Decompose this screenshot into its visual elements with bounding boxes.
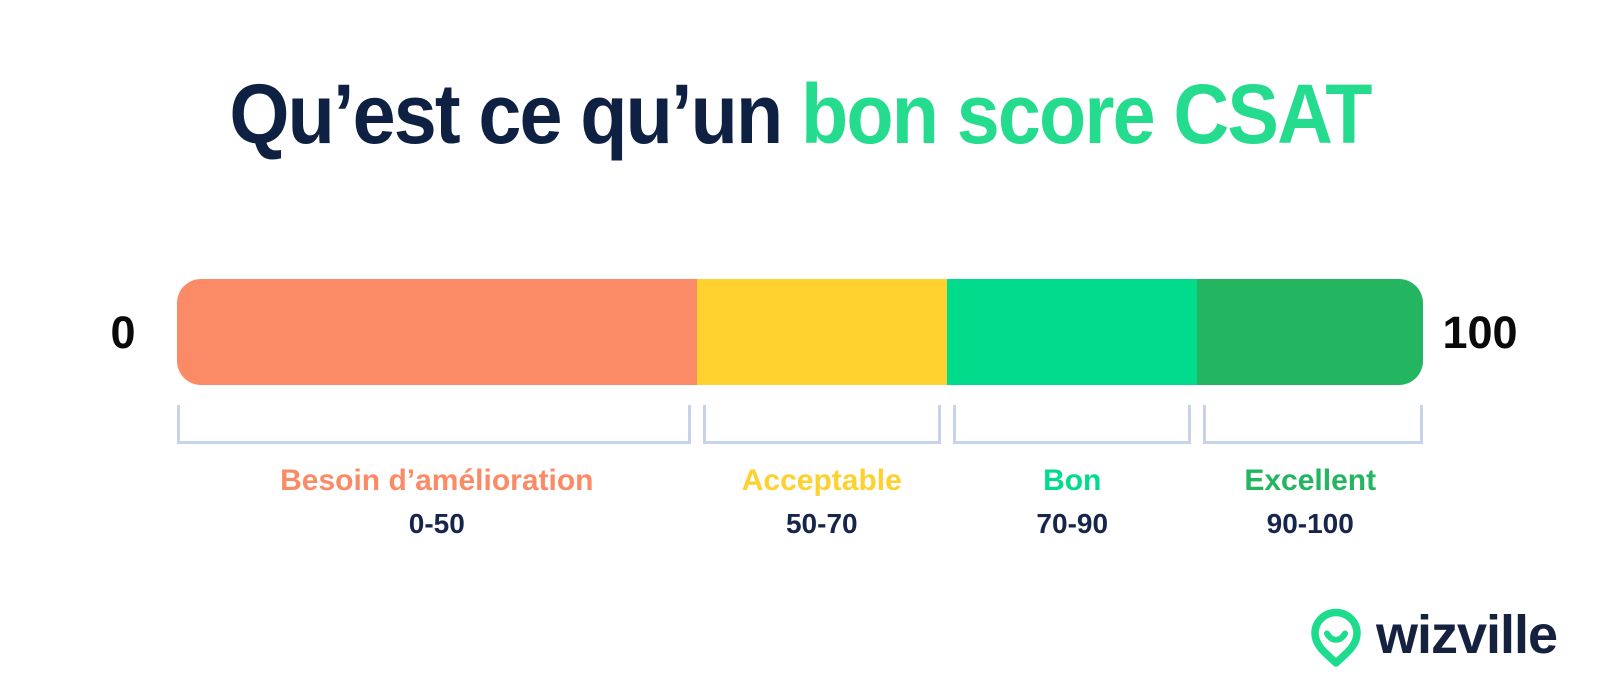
bar-segment-50-70	[696, 279, 948, 385]
range-segment-90-100: 90-100	[1266, 508, 1354, 539]
wizville-logo-text: wizville	[1376, 605, 1558, 665]
bracket-segment-0-50	[177, 405, 691, 444]
bar-segment-90-100	[1197, 279, 1423, 385]
scale-annotations: Besoin d’amélioration 0-50 Acceptable 50-70…	[177, 405, 1423, 555]
wizville-pin-icon	[1311, 608, 1361, 667]
bracket-segment-70-90	[953, 405, 1192, 444]
title-part-dark: Qu’est ce qu’un	[229, 67, 802, 161]
bar-segment-70-90	[947, 279, 1198, 385]
label-segment-0-50: Besoin d’amélioration	[280, 464, 594, 497]
title-part-accent: bon score CSAT	[801, 67, 1372, 161]
label-segment-50-70: Acceptable	[741, 464, 902, 497]
wizville-logo: wizville	[1310, 605, 1558, 668]
label-segment-90-100: Excellent	[1244, 464, 1377, 497]
bracket-segment-50-70	[702, 405, 942, 444]
scale-max-label: 100	[1442, 307, 1518, 358]
label-segment-70-90: Bon	[1043, 464, 1102, 497]
page-title: Qu’est ce qu’un bon score CSAT	[64, 72, 1536, 156]
range-segment-70-90: 70-90	[1036, 508, 1109, 539]
bracket-segment-90-100	[1203, 405, 1423, 444]
bar-segment-0-50	[177, 279, 697, 385]
csat-scale-bar	[177, 279, 1423, 385]
range-segment-50-70: 50-70	[785, 508, 858, 539]
range-segment-0-50: 0-50	[408, 508, 465, 539]
scale-min-label: 0	[110, 307, 136, 358]
